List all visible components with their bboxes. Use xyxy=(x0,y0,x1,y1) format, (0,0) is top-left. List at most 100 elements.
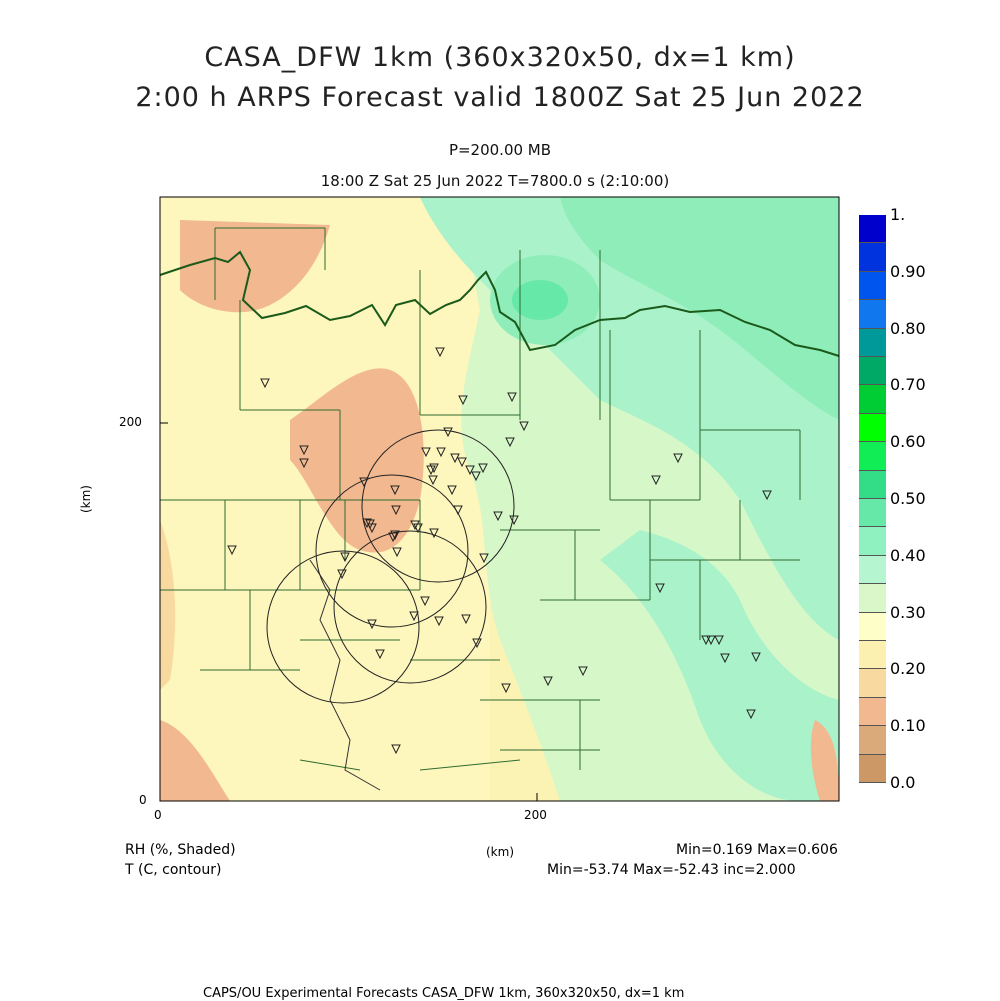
colorbar-swatch xyxy=(859,726,886,755)
station-marker xyxy=(390,530,400,541)
station-marker xyxy=(434,616,444,627)
station-marker xyxy=(299,445,309,456)
colorbar-swatch xyxy=(859,555,886,585)
colorbar-swatch xyxy=(859,641,886,670)
colorbar-swatch xyxy=(859,385,886,414)
station-marker xyxy=(479,553,489,564)
station-marker xyxy=(299,458,309,469)
station-marker xyxy=(388,532,398,543)
y-tick-0: 0 xyxy=(139,793,147,807)
station-marker xyxy=(762,490,772,501)
station-marker xyxy=(543,676,553,687)
station-marker xyxy=(390,485,400,496)
station-marker xyxy=(447,485,457,496)
plot-title-line1: CASA_DFW 1km (360x320x50, dx=1 km) xyxy=(204,42,796,73)
colorbar-label: 0.10 xyxy=(890,716,926,736)
station-marker xyxy=(751,652,761,663)
station-marker xyxy=(428,475,438,486)
state-boundary xyxy=(159,250,840,357)
county-boundaries xyxy=(160,227,801,771)
station-marker xyxy=(472,638,482,649)
colorbar-label: 0.70 xyxy=(890,375,926,395)
station-marker xyxy=(519,421,529,432)
plot-frame xyxy=(159,196,840,802)
station-marker xyxy=(453,505,463,516)
station-marker xyxy=(493,511,503,522)
station-marker xyxy=(367,619,377,630)
station-marker xyxy=(706,635,716,646)
station-marker xyxy=(465,465,475,476)
colorbar-label: 0.20 xyxy=(890,659,926,679)
colorbar-swatch xyxy=(859,612,886,641)
y-axis-unit: (km) xyxy=(79,484,94,514)
station-marker xyxy=(457,457,467,468)
station-marker xyxy=(505,437,515,448)
colorbar-swatch xyxy=(859,442,886,471)
station-marker xyxy=(362,518,372,529)
radar-range-rings xyxy=(266,429,515,704)
colorbar-label: 0.60 xyxy=(890,432,926,452)
station-marker xyxy=(578,666,588,677)
rh-min-max: Min=0.169 Max=0.606 xyxy=(676,842,838,858)
footer-credit: CAPS/OU Experimental Forecasts CASA_DFW … xyxy=(203,986,685,1001)
station-marker xyxy=(375,649,385,660)
station-marker xyxy=(714,635,724,646)
colorbar-swatch xyxy=(859,584,886,613)
station-marker xyxy=(227,545,237,556)
station-marker xyxy=(391,744,401,755)
colorbar-label: 0.90 xyxy=(890,261,926,281)
station-marker xyxy=(391,505,401,516)
station-marker xyxy=(720,653,730,664)
station-marker xyxy=(409,611,419,622)
station-marker xyxy=(435,347,445,358)
station-marker xyxy=(507,392,517,403)
colorbar-label: 1. xyxy=(890,205,906,224)
colorbar-swatch xyxy=(859,669,886,698)
colorbar-swatch xyxy=(859,300,886,329)
station-marker xyxy=(436,447,446,458)
axis-ticks xyxy=(160,422,538,801)
station-marker xyxy=(443,427,453,438)
station-marker xyxy=(471,471,481,482)
colorbar-swatch xyxy=(859,328,886,357)
colorbar-swatch xyxy=(859,527,886,556)
station-marker xyxy=(410,520,420,531)
colorbar-label: 0.50 xyxy=(890,489,926,508)
colorbar-swatch xyxy=(859,215,886,244)
x-tick-0: 0 xyxy=(154,808,162,822)
rh-legend-label: RH (%, Shaded) xyxy=(125,842,236,858)
colorbar-label: 0.30 xyxy=(890,602,926,622)
station-marker xyxy=(426,465,436,476)
colorbar-swatch xyxy=(859,243,886,272)
station-marker xyxy=(260,378,270,389)
y-tick-200: 200 xyxy=(119,415,142,429)
pressure-level: P=200.00 MB xyxy=(448,141,552,159)
station-marker xyxy=(429,463,439,474)
station-marker xyxy=(365,519,375,530)
station-marker xyxy=(655,583,665,594)
station-marker xyxy=(673,453,683,464)
station-marker xyxy=(429,528,439,539)
rh-shading xyxy=(160,197,839,801)
colorbar-label: 0.0 xyxy=(890,773,916,792)
t-legend-label: T (C, contour) xyxy=(125,862,222,878)
x-axis-unit: (km) xyxy=(486,845,515,859)
station-markers xyxy=(227,347,772,755)
colorbar-swatch xyxy=(859,413,886,443)
colorbar-swatch xyxy=(859,470,886,499)
station-marker xyxy=(651,475,661,486)
colorbar-label: 0.80 xyxy=(890,318,926,338)
station-marker xyxy=(701,635,711,646)
river xyxy=(309,559,381,791)
colorbar-swatch xyxy=(859,357,886,386)
station-marker xyxy=(450,453,460,464)
station-marker xyxy=(421,447,431,458)
colorbar-swatch xyxy=(859,697,886,727)
station-marker xyxy=(337,569,347,580)
station-marker xyxy=(501,683,511,694)
station-marker xyxy=(340,552,350,563)
colorbar-swatch xyxy=(859,754,886,783)
colorbar-swatch xyxy=(859,271,886,301)
station-marker xyxy=(413,523,423,534)
